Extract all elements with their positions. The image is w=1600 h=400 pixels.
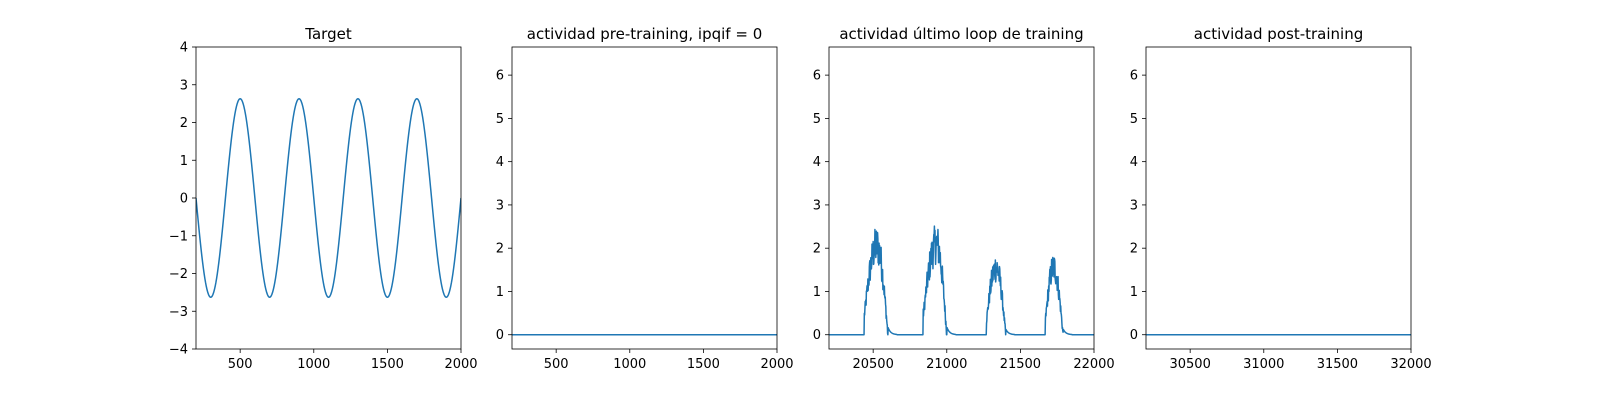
x-tick-label: 20500 — [852, 357, 893, 372]
y-tick-label: 4 — [813, 155, 821, 170]
y-tick-label: 0 — [496, 328, 504, 343]
subplot-1: 500 1000 1500 2000 −4 −3 −2 −1 0 1 2 3 4 Target — [169, 25, 478, 372]
subplot-3: 20500 21000 21500 22000 0 1 2 3 4 5 6 actividad últ… — [813, 25, 1115, 372]
y-tick-label: 3 — [1130, 198, 1138, 213]
axes-frame — [511, 46, 778, 350]
y-tick-label: −3 — [169, 305, 188, 320]
y-tick-label: 4 — [180, 41, 188, 56]
subplot-title: actividad pre-training, ipqif = 0 — [527, 25, 763, 43]
axes-frame — [1145, 46, 1412, 350]
y-tick-label: 2 — [496, 242, 504, 257]
x-tick-label: 1500 — [687, 357, 720, 372]
subplot-4: 30500 31000 31500 32000 0 1 2 3 4 5 6 actividad pos… — [1130, 25, 1432, 372]
series-line — [196, 97, 461, 299]
y-tick-label: 0 — [180, 192, 188, 207]
x-tick-label: 2000 — [760, 357, 793, 372]
y-tick-label: 1 — [813, 285, 821, 300]
y-tick-label: 5 — [813, 112, 821, 127]
y-tick-label: −4 — [169, 343, 188, 358]
x-tick-label: 32000 — [1390, 357, 1431, 372]
y-tick-label: 2 — [180, 116, 188, 131]
y-tick-label: 4 — [1130, 155, 1138, 170]
y-tick-label: 1 — [180, 154, 188, 169]
x-tick-label: 2000 — [444, 357, 477, 372]
x-tick-label: 1000 — [297, 357, 330, 372]
y-tick-label: 5 — [1130, 112, 1138, 127]
subplot-title: Target — [304, 25, 352, 43]
y-tick-label: 1 — [496, 285, 504, 300]
axes-frame — [828, 46, 1095, 350]
x-tick-label: 31500 — [1317, 357, 1358, 372]
y-tick-label: 2 — [1130, 242, 1138, 257]
x-tick-label: 31000 — [1243, 357, 1284, 372]
subplot-2: 500 1000 1500 2000 0 1 2 3 4 5 6 actividad pre-trai… — [496, 25, 794, 372]
y-tick-label: 0 — [1130, 328, 1138, 343]
x-tick-label: 1500 — [371, 357, 404, 372]
y-tick-label: 3 — [496, 198, 504, 213]
subplot-title: actividad post-training — [1194, 25, 1363, 43]
y-tick-label: 2 — [813, 242, 821, 257]
y-tick-label: 6 — [813, 69, 821, 84]
y-tick-label: 6 — [1130, 69, 1138, 84]
subplot-title: actividad último loop de training — [839, 25, 1083, 43]
x-tick-label: 1000 — [613, 357, 646, 372]
x-tick-label: 30500 — [1169, 357, 1210, 372]
y-tick-label: 6 — [496, 69, 504, 84]
x-tick-label: 22000 — [1073, 357, 1114, 372]
y-tick-label: 3 — [813, 198, 821, 213]
y-tick-label: 3 — [180, 78, 188, 93]
y-tick-label: 5 — [496, 112, 504, 127]
series-line — [829, 225, 1094, 336]
x-tick-label: 500 — [544, 357, 569, 372]
x-tick-label: 500 — [228, 357, 253, 372]
x-tick-label: 21500 — [1000, 357, 1041, 372]
y-tick-label: 4 — [496, 155, 504, 170]
y-tick-label: −2 — [169, 267, 188, 282]
x-tick-label: 21000 — [926, 357, 967, 372]
y-tick-label: −1 — [169, 229, 188, 244]
y-tick-label: 0 — [813, 328, 821, 343]
y-tick-label: 1 — [1130, 285, 1138, 300]
